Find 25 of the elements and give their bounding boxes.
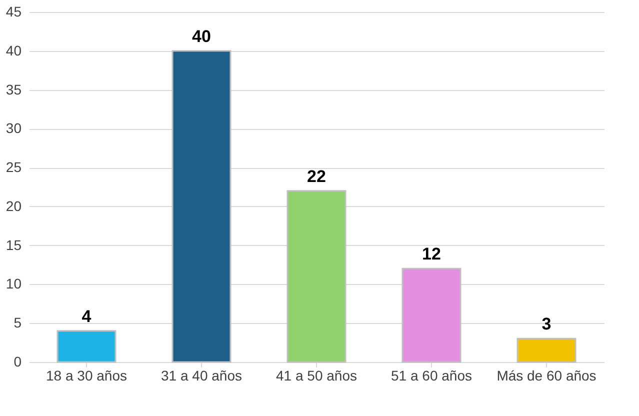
data-label: 22 xyxy=(307,166,326,186)
y-tick-label: 10 xyxy=(6,276,22,292)
data-label: 40 xyxy=(192,26,211,46)
x-tick-label: 18 a 30 años xyxy=(46,368,127,384)
y-tick-label: 0 xyxy=(14,354,22,370)
y-tick-label: 5 xyxy=(14,314,22,331)
y-tick-label: 30 xyxy=(6,120,22,136)
x-tick-label: 31 a 40 años xyxy=(161,368,242,384)
y-tick-label: 20 xyxy=(6,198,22,214)
bar xyxy=(516,338,576,363)
data-label: 3 xyxy=(542,314,552,334)
bar xyxy=(402,268,462,363)
y-tick-label: 45 xyxy=(6,4,22,20)
data-label: 12 xyxy=(422,244,441,264)
bar xyxy=(56,330,116,363)
y-tick-label: 15 xyxy=(6,236,22,253)
x-tick-label: Más de 60 años xyxy=(496,368,596,384)
x-tick-label: 41 a 50 años xyxy=(276,368,357,384)
data-label: 4 xyxy=(82,306,92,326)
y-tick-label: 25 xyxy=(6,159,22,176)
y-tick-label: 40 xyxy=(6,42,22,58)
y-tick-label: 35 xyxy=(6,81,22,98)
x-tick-label: 51 a 60 años xyxy=(391,368,472,384)
bar xyxy=(286,190,346,363)
bar xyxy=(172,50,232,363)
